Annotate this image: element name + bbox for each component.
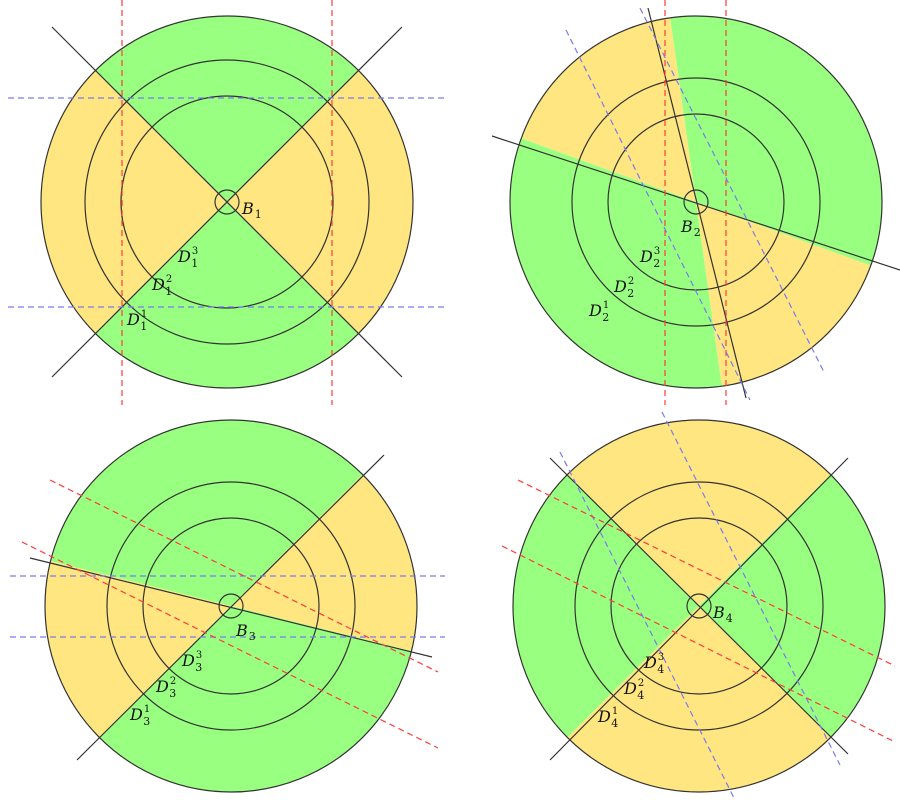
panel-3-guide-4 bbox=[21, 541, 439, 749]
panel-2: B2 D3 2D2 2D1 2 bbox=[491, 0, 900, 405]
panel-1-ring-2 bbox=[120, 95, 334, 309]
panel-4-center-label: B4 bbox=[712, 603, 733, 625]
panel-4-guide-1 bbox=[559, 451, 736, 800]
panel-4-sector-4 bbox=[699, 474, 885, 738]
panel-1-ring-3 bbox=[214, 189, 240, 215]
panel-1: B1 D3 1D2 1D1 1 bbox=[8, 0, 445, 405]
panel-1-outer-circle bbox=[40, 15, 414, 389]
panel-1-center-label: B1 bbox=[241, 199, 262, 221]
panel-2-sector-4 bbox=[696, 202, 871, 387]
panel-3-ring-label-1: D3 3 bbox=[181, 650, 202, 674]
panel-1-sector-3 bbox=[95, 202, 359, 388]
panel-4-sector-1 bbox=[567, 420, 831, 606]
panel-3-sector-1 bbox=[231, 474, 417, 651]
panel-2-guide-3 bbox=[565, 29, 751, 401]
panel-2-guide-4 bbox=[639, 7, 825, 373]
panel-4-ring-1 bbox=[574, 481, 824, 731]
panels-group: B1 D3 1D2 1D1 1 B2 D3 2D2 2D1 2 B3 D3 3D2 3D1 3 B4 D3 4D2… bbox=[8, 0, 900, 800]
panel-2-outer-circle bbox=[509, 15, 883, 389]
panel-3-ring-label-2: D2 3 bbox=[155, 676, 176, 700]
panel-2-divider-2 bbox=[491, 135, 900, 271]
panel-2-ring-label-2: D2 2 bbox=[613, 276, 634, 300]
panel-4-divider-1 bbox=[549, 457, 849, 761]
panel-4-ring-label-3: D1 4 bbox=[597, 706, 618, 730]
panel-4-sector-2 bbox=[513, 474, 699, 738]
panel-3-sector-2 bbox=[50, 419, 363, 606]
panel-4-divider-2 bbox=[549, 457, 849, 755]
panel-4-guide-3 bbox=[517, 479, 896, 667]
panel-3-ring-label-3: D1 3 bbox=[129, 704, 150, 728]
panel-3-outer-circle bbox=[44, 419, 418, 793]
panel-2-sector-3 bbox=[510, 138, 722, 388]
panel-3-ring-1 bbox=[106, 481, 356, 731]
panel-2-ring-label-3: D1 2 bbox=[588, 300, 609, 324]
panel-4-outer-circle bbox=[512, 419, 886, 793]
panel-3-sector-4 bbox=[99, 606, 412, 792]
panel-4-ring-label-2: D2 4 bbox=[623, 678, 644, 702]
panel-1-ring-label-2: D2 1 bbox=[151, 274, 172, 298]
panel-1-ring-1 bbox=[84, 59, 370, 345]
panel-1-sector-4 bbox=[227, 70, 413, 334]
panel-2-ring-1 bbox=[571, 77, 821, 327]
panel-3: B3 D3 3D2 3D1 3 bbox=[10, 419, 445, 793]
panel-4-guide-4 bbox=[501, 545, 896, 743]
panel-4-sector-3 bbox=[567, 606, 831, 792]
panel-2-sector-1 bbox=[670, 16, 883, 266]
panel-3-ring-3 bbox=[218, 593, 244, 619]
panel-2-ring-label-1: D3 2 bbox=[639, 246, 660, 270]
panel-3-divider-2 bbox=[29, 557, 433, 658]
panel-4-ring-2 bbox=[610, 517, 788, 695]
panel-1-ring-label-1: D3 1 bbox=[177, 246, 198, 270]
panel-1-sector-2 bbox=[41, 70, 228, 334]
panel-3-sector-3 bbox=[44, 561, 231, 738]
panel-4-ring-3 bbox=[686, 593, 712, 619]
panel-4-guide-2 bbox=[661, 411, 841, 766]
panel-1-sector-1 bbox=[95, 16, 359, 202]
panel-2-ring-3 bbox=[683, 189, 709, 215]
panel-3-ring-2 bbox=[142, 517, 320, 695]
panel-2-sector-2 bbox=[521, 17, 696, 203]
panel-4-ring-label-1: D3 4 bbox=[643, 652, 664, 676]
panel-2-ring-2 bbox=[607, 113, 785, 291]
panel-3-guide-3 bbox=[49, 479, 439, 673]
panel-1-divider-2 bbox=[51, 26, 403, 378]
panel-4: B4 D3 4D2 4D1 4 bbox=[501, 411, 896, 800]
panel-2-center-label: B2 bbox=[680, 217, 701, 239]
panel-3-center-label: B3 bbox=[235, 621, 256, 643]
panel-1-ring-label-3: D1 1 bbox=[126, 309, 147, 333]
